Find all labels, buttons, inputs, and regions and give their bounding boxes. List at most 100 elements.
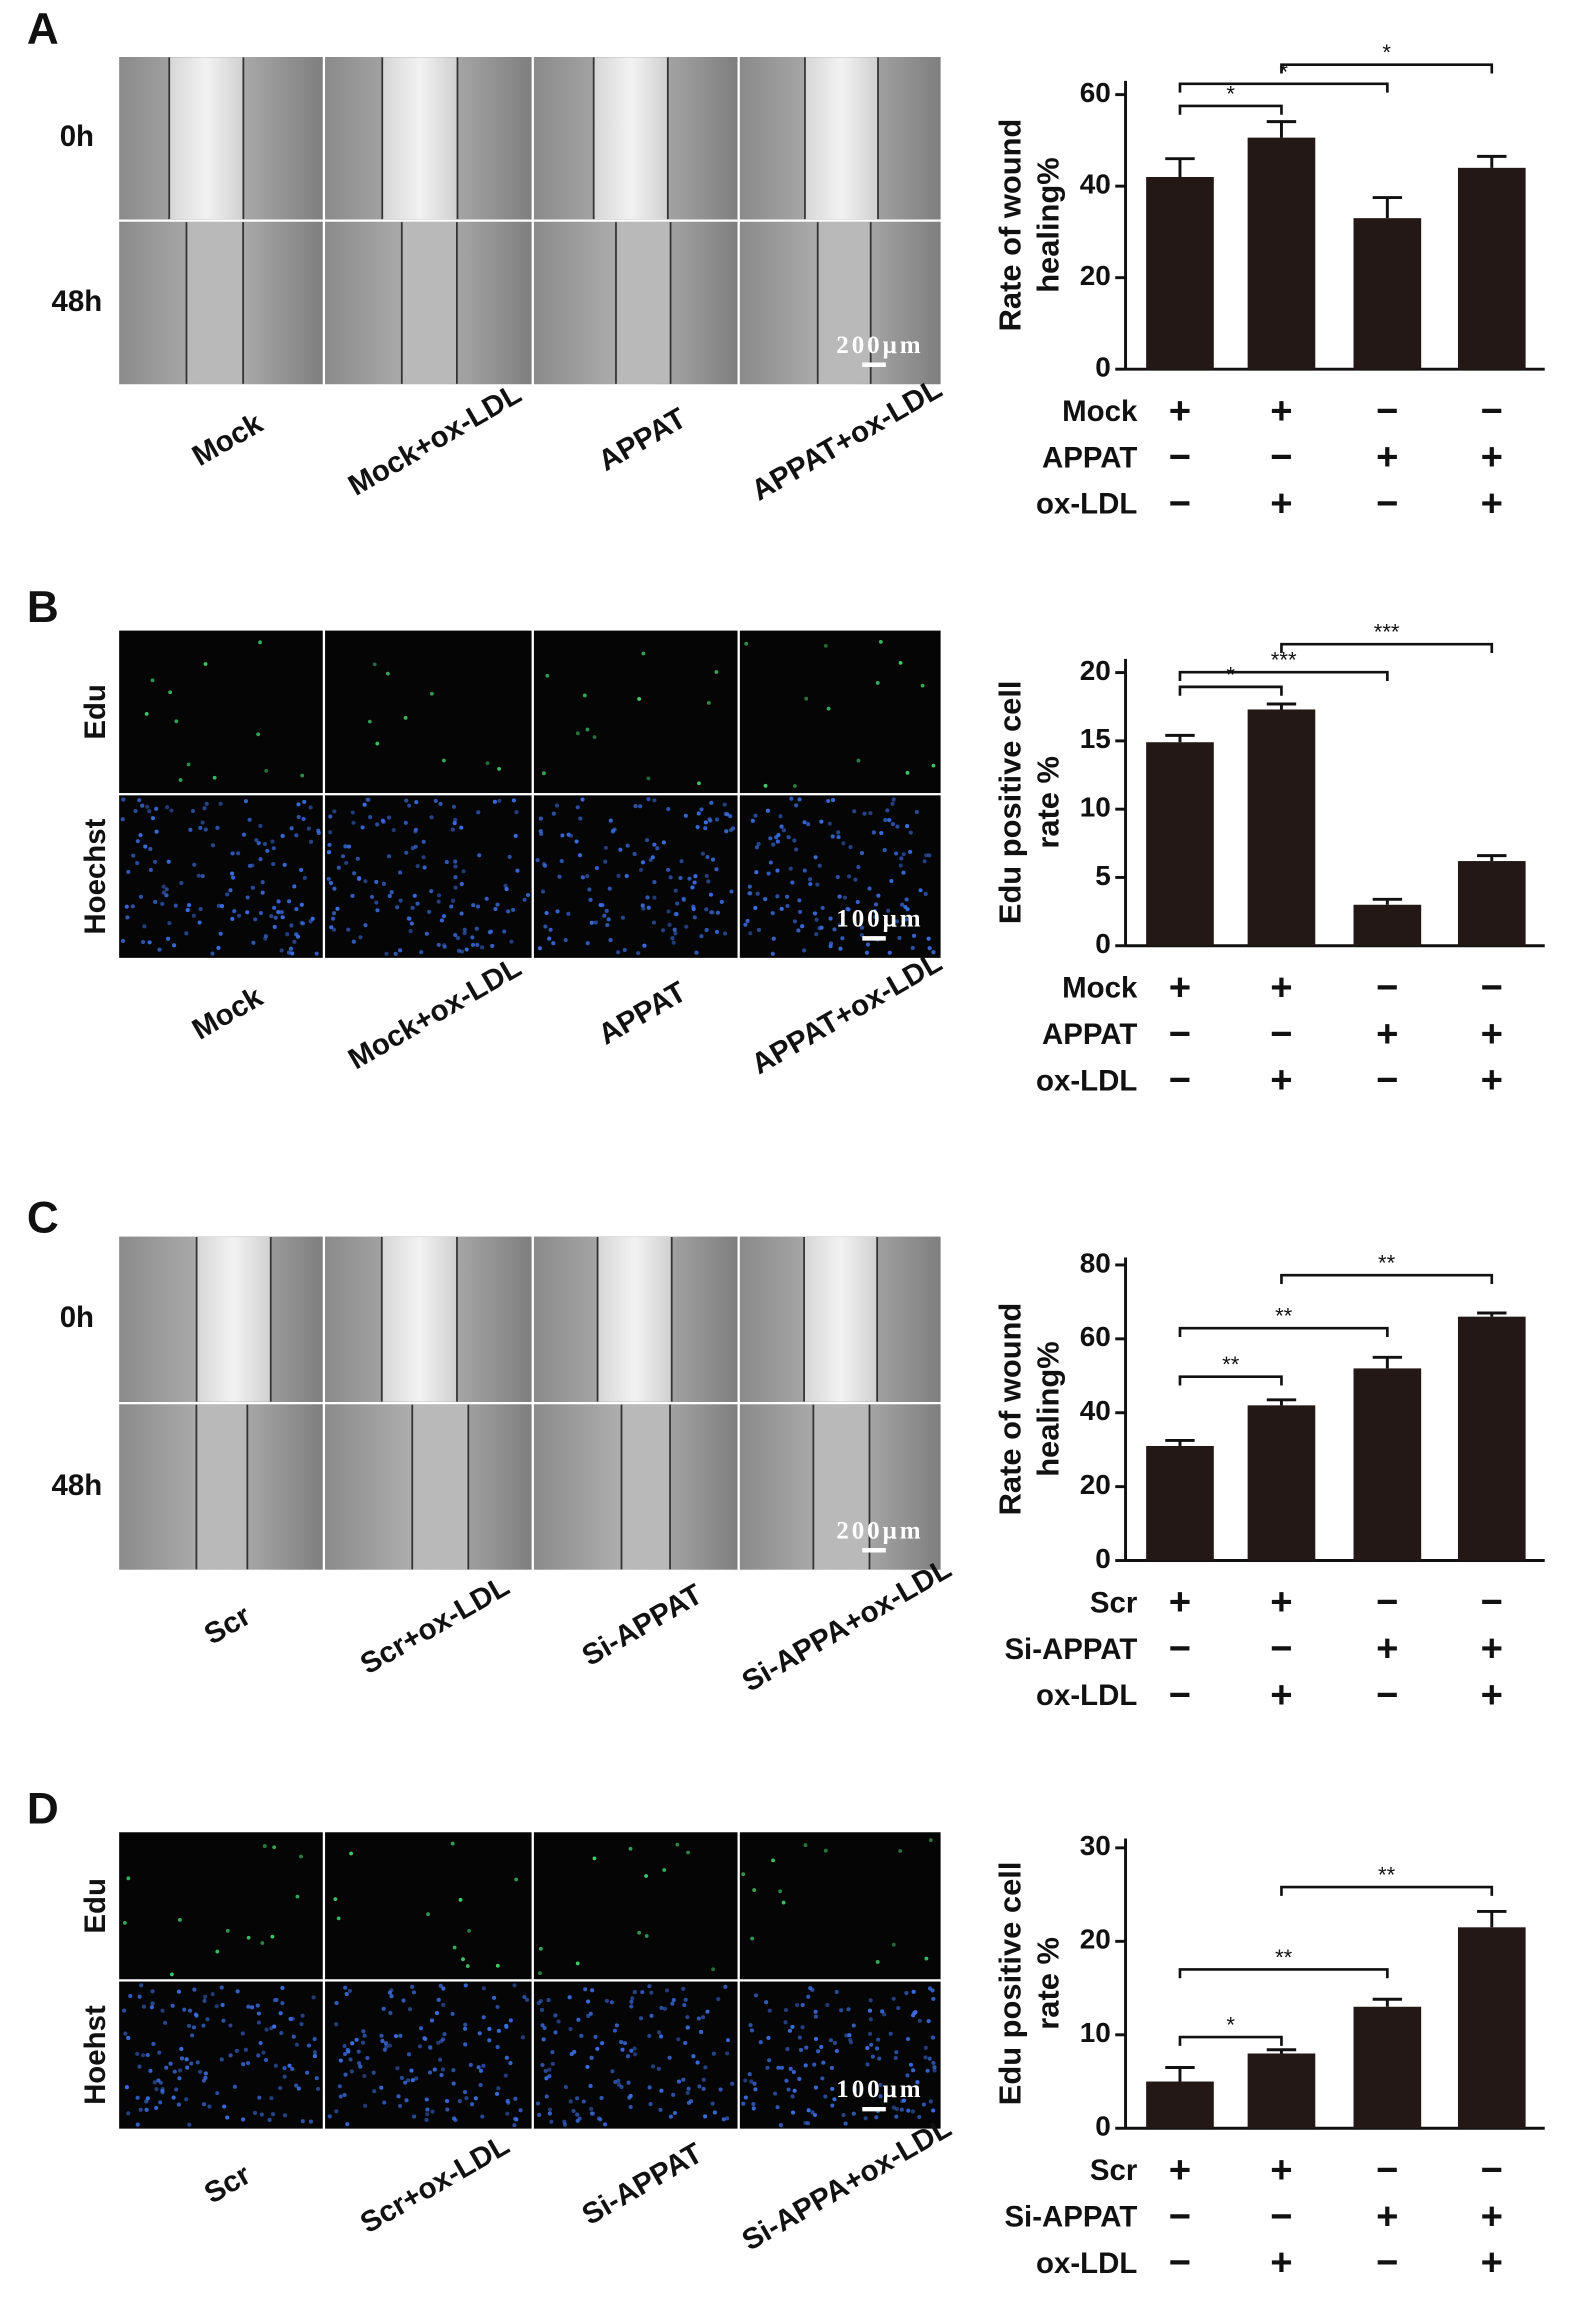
- cell-nucleus: [931, 1996, 936, 2001]
- error-bar: [1372, 1355, 1403, 1369]
- cell-nucleus: [154, 2105, 159, 2110]
- cell-nucleus: [711, 2051, 716, 2056]
- cell-nucleus: [216, 945, 221, 950]
- cell-nucleus: [269, 914, 274, 919]
- cell-nucleus: [471, 903, 476, 908]
- cell-nucleus: [256, 2020, 261, 2025]
- cell-nucleus: [210, 1992, 215, 1997]
- cell-nucleus: [697, 2084, 702, 2089]
- cell-nucleus: [578, 816, 583, 821]
- cell-nucleus: [362, 802, 367, 807]
- cell-nucleus: [847, 2033, 852, 2038]
- cell-nucleus: [154, 806, 159, 811]
- cell-nucleus: [299, 2022, 304, 2027]
- cell-nucleus: [638, 804, 643, 809]
- cell-nucleus: [836, 830, 841, 835]
- cell-nucleus: [511, 798, 516, 803]
- cell-nucleus: [873, 902, 879, 907]
- cell-nucleus: [747, 2072, 752, 2077]
- cell-nucleus: [837, 923, 842, 928]
- cell-nucleus: [218, 931, 223, 936]
- error-bar: [1165, 1438, 1195, 1446]
- cell-nucleus: [544, 910, 549, 916]
- image-row-label: Hoehst: [79, 2005, 112, 2105]
- cell-nucleus: [911, 2068, 916, 2073]
- cell-nucleus: [889, 878, 894, 884]
- cell-nucleus: [839, 2008, 844, 2013]
- cell-nucleus: [877, 2056, 882, 2061]
- cell-nucleus: [264, 2027, 269, 2032]
- cell-nucleus: [813, 2085, 818, 2090]
- cell-nucleus: [360, 825, 365, 830]
- cell-nucleus: [676, 2037, 681, 2042]
- cell-nucleus: [852, 809, 857, 814]
- condition-sign: +: [1169, 2148, 1191, 2191]
- cell-nucleus: [441, 758, 446, 763]
- cell-nucleus: [387, 1990, 393, 1995]
- cell-nucleus: [834, 2048, 839, 2054]
- cell-nucleus: [380, 2038, 385, 2044]
- cell-nucleus: [490, 943, 495, 949]
- cell-nucleus: [173, 903, 178, 908]
- cell-nucleus: [928, 2099, 933, 2104]
- cell-nucleus: [137, 798, 142, 803]
- cell-nucleus: [703, 2114, 708, 2119]
- cell-nucleus: [690, 885, 695, 890]
- image-column-label: APPAT+ox-LDL: [746, 946, 948, 1081]
- cell-nucleus: [719, 899, 724, 904]
- cell-nucleus: [856, 758, 861, 763]
- cell-nucleus: [765, 2065, 770, 2070]
- cell-nucleus: [404, 2098, 409, 2103]
- cell-nucleus: [878, 639, 883, 644]
- cell-nucleus: [406, 2052, 412, 2057]
- cell-nucleus: [696, 811, 701, 816]
- cell-nucleus: [931, 2060, 936, 2065]
- cell-nucleus: [683, 1997, 688, 2002]
- condition-sign: +: [1376, 436, 1398, 479]
- cell-nucleus: [744, 641, 749, 646]
- cell-nucleus: [178, 2068, 183, 2073]
- cell-nucleus: [792, 919, 798, 924]
- condition-sign: −: [1169, 436, 1191, 479]
- cell-nucleus: [576, 2017, 581, 2022]
- cell-nucleus: [582, 693, 587, 698]
- cell-nucleus: [120, 938, 126, 944]
- micrograph: [116, 1830, 326, 1982]
- cell-nucleus: [701, 2077, 706, 2082]
- cell-nucleus: [296, 815, 301, 820]
- cell-nucleus: [826, 706, 831, 711]
- cell-nucleus: [450, 898, 456, 903]
- cell-nucleus: [329, 925, 334, 930]
- cell-nucleus: [292, 884, 297, 889]
- cell-nucleus: [652, 842, 657, 847]
- condition-sign: −: [1169, 2241, 1191, 2284]
- cell-nucleus: [469, 2102, 475, 2107]
- cell-nucleus: [790, 2024, 795, 2029]
- cell-nucleus: [763, 783, 768, 788]
- cell-nucleus: [455, 936, 461, 941]
- significance-label: *: [1382, 40, 1391, 65]
- cell-nucleus: [355, 856, 360, 861]
- cell-nucleus: [798, 2047, 804, 2053]
- cell-nucleus: [771, 1858, 775, 1863]
- cell-nucleus: [764, 2000, 769, 2005]
- cell-nucleus: [351, 939, 356, 944]
- error-bar: [1266, 120, 1297, 138]
- cell-nucleus: [382, 2047, 387, 2052]
- cell-nucleus: [897, 935, 902, 941]
- cell-nucleus: [169, 1972, 174, 1977]
- cell-nucleus: [432, 2067, 437, 2072]
- cell-nucleus: [667, 922, 672, 927]
- cell-nucleus: [200, 874, 205, 879]
- cell-nucleus: [232, 2084, 237, 2089]
- cell-nucleus: [886, 908, 891, 913]
- cell-nucleus: [357, 2061, 362, 2066]
- cell-nucleus: [141, 939, 146, 945]
- cell-nucleus: [923, 2055, 928, 2060]
- cell-nucleus: [797, 797, 802, 802]
- cell-nucleus: [451, 804, 457, 809]
- cell-nucleus: [604, 1998, 609, 2003]
- cell-nucleus: [544, 2076, 549, 2081]
- cell-nucleus: [153, 899, 158, 905]
- condition-sign: +: [1481, 2241, 1503, 2284]
